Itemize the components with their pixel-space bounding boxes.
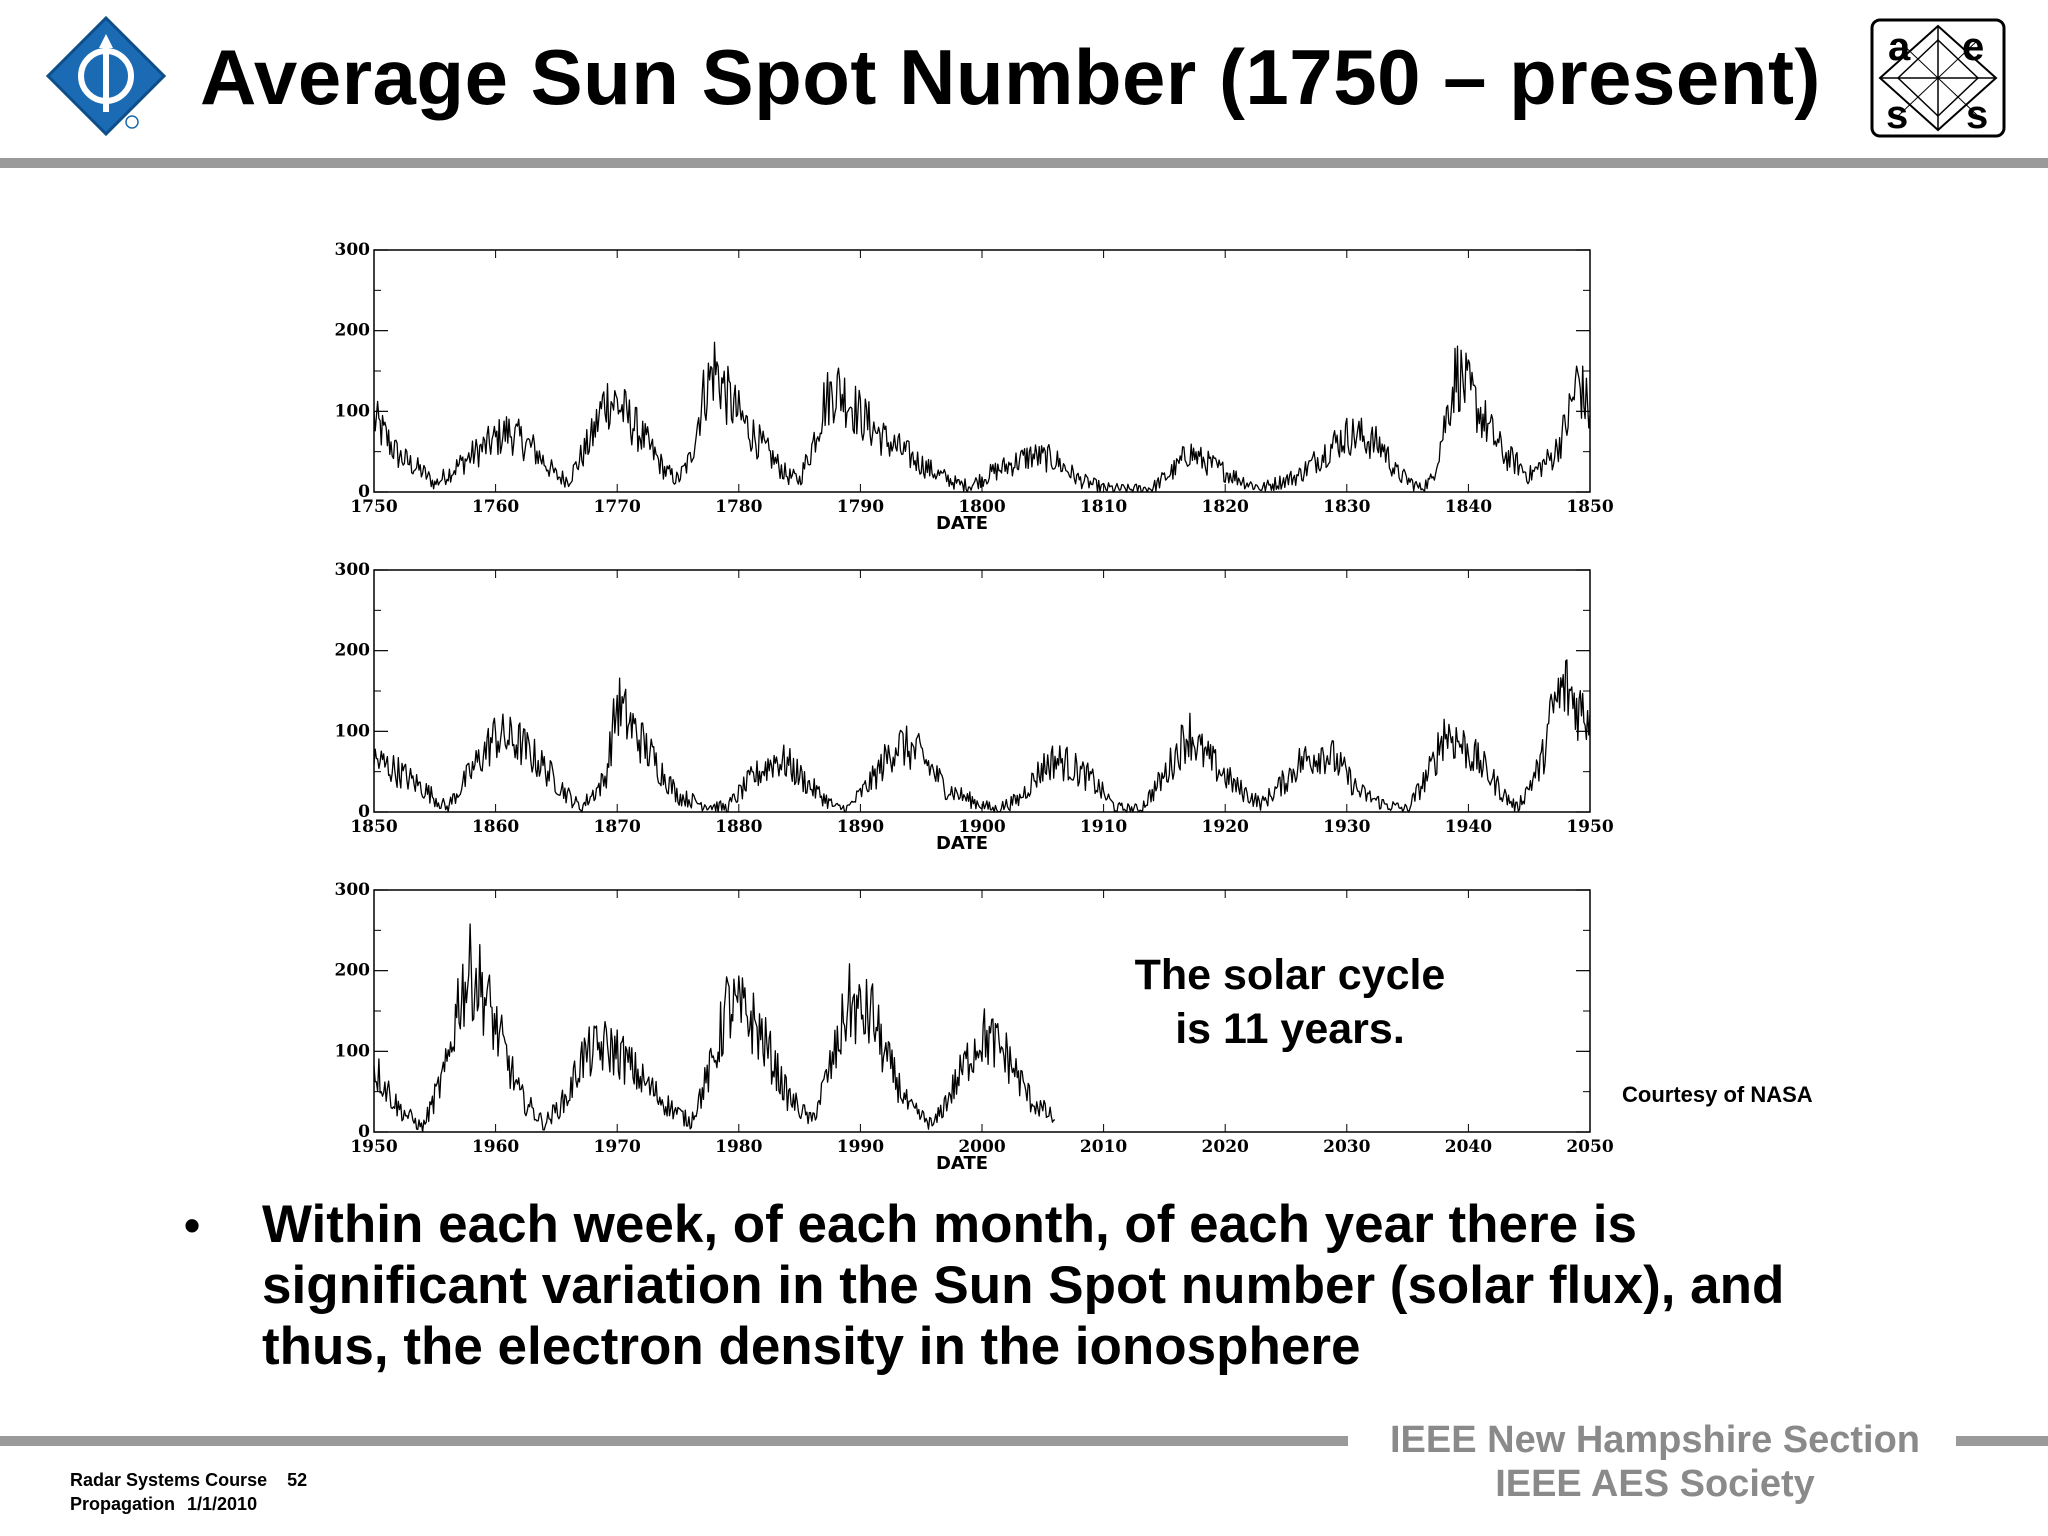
x-tick-label: 1850: [1566, 497, 1613, 517]
x-tick-label: 1840: [1445, 497, 1492, 517]
x-tick-label: 2050: [1566, 1137, 1613, 1157]
y-tick-label: 200: [335, 321, 371, 341]
annotation-line-2: is 11 years.: [1175, 1005, 1405, 1053]
x-tick-label: 2040: [1445, 1137, 1492, 1157]
chart-2-series-line: [373, 659, 1591, 813]
footer-page-number: 52: [287, 1470, 308, 1490]
chart-1-frame: [373, 249, 1591, 493]
x-tick-label: 1800: [958, 497, 1005, 517]
bullet-icon: •: [184, 1199, 201, 1251]
x-tick-label: 1920: [1202, 817, 1249, 837]
footer-society: IEEE New Hampshire Section IEEE AES Soci…: [1340, 1418, 1970, 1506]
x-tick-label: 1860: [472, 817, 519, 837]
x-tick-label: 1750: [350, 497, 397, 517]
footer-date: 1/1/2010: [187, 1494, 258, 1514]
x-axis-label: DATE: [936, 1153, 988, 1174]
x-tick-label: 1830: [1323, 497, 1370, 517]
x-tick-label: 1810: [1080, 497, 1127, 517]
y-tick-label: 0: [358, 1122, 370, 1142]
x-tick-label: 1940: [1445, 817, 1492, 837]
x-axis-label: DATE: [936, 513, 988, 534]
slide-title: Average Sun Spot Number (1750 – present): [200, 33, 1821, 121]
x-tick-label: 1790: [837, 497, 884, 517]
x-tick-label: 1760: [472, 497, 519, 517]
bullet-text: Within each week, of each month, of each…: [262, 1195, 1785, 1376]
y-tick-label: 300: [335, 560, 371, 580]
footer-course: Radar Systems Course: [70, 1470, 268, 1490]
x-tick-label: 1780: [715, 497, 762, 517]
x-tick-label: 1820: [1202, 497, 1249, 517]
ieee-logo-icon: [45, 15, 167, 137]
aes-logo-icon: a e s s: [1870, 18, 2006, 138]
y-tick-label: 100: [335, 1041, 371, 1061]
footer-section: IEEE New Hampshire Section: [1389, 1419, 1921, 1461]
chart-2-frame: [373, 569, 1591, 813]
x-tick-label: 1980: [715, 1137, 762, 1157]
courtesy-credit: Courtesy of NASA: [1622, 1082, 1813, 1107]
y-tick-label: 0: [358, 482, 370, 502]
x-tick-label: 1950: [350, 1137, 397, 1157]
x-tick-label: 1970: [594, 1137, 641, 1157]
x-tick-label: 1880: [715, 817, 762, 837]
svg-text:s: s: [1966, 93, 1988, 137]
x-tick-label: 1850: [350, 817, 397, 837]
footer-society-name: IEEE AES Society: [1495, 1463, 1815, 1505]
bottom-divider-right: [1956, 1436, 2048, 1446]
x-tick-label: 2010: [1080, 1137, 1127, 1157]
x-axis-label: DATE: [936, 833, 988, 854]
y-tick-label: 300: [335, 240, 371, 260]
bottom-divider-left: [0, 1436, 1348, 1446]
top-divider: [0, 158, 2048, 168]
x-tick-label: 1990: [837, 1137, 884, 1157]
chart-3-series-line: [373, 923, 1056, 1133]
x-tick-label: 1870: [594, 817, 641, 837]
y-tick-label: 100: [335, 401, 371, 421]
footer-course-info: Radar Systems Course 52 Propagation 1/1/20…: [70, 1468, 307, 1516]
y-tick-label: 200: [335, 961, 371, 981]
x-tick-label: 2000: [958, 1137, 1005, 1157]
x-tick-label: 1960: [472, 1137, 519, 1157]
footer-topic: Propagation: [70, 1494, 176, 1514]
y-tick-label: 0: [358, 802, 370, 822]
svg-text:s: s: [1886, 93, 1908, 137]
y-tick-label: 100: [335, 721, 371, 741]
x-tick-label: 1770: [594, 497, 641, 517]
svg-text:a: a: [1888, 25, 1911, 69]
x-tick-label: 1890: [837, 817, 884, 837]
solar-cycle-annotation: The solar cycle is 11 years.: [1100, 948, 1480, 1056]
x-tick-label: 2020: [1202, 1137, 1249, 1157]
x-tick-label: 2030: [1323, 1137, 1370, 1157]
x-tick-label: 1900: [958, 817, 1005, 837]
x-tick-label: 1930: [1323, 817, 1370, 837]
x-tick-label: 1950: [1566, 817, 1613, 837]
chart-1-series-line: [373, 341, 1591, 493]
svg-text:e: e: [1962, 25, 1984, 69]
y-tick-label: 300: [335, 880, 371, 900]
annotation-line-1: The solar cycle: [1134, 951, 1446, 999]
x-tick-label: 1910: [1080, 817, 1127, 837]
y-tick-label: 200: [335, 641, 371, 661]
